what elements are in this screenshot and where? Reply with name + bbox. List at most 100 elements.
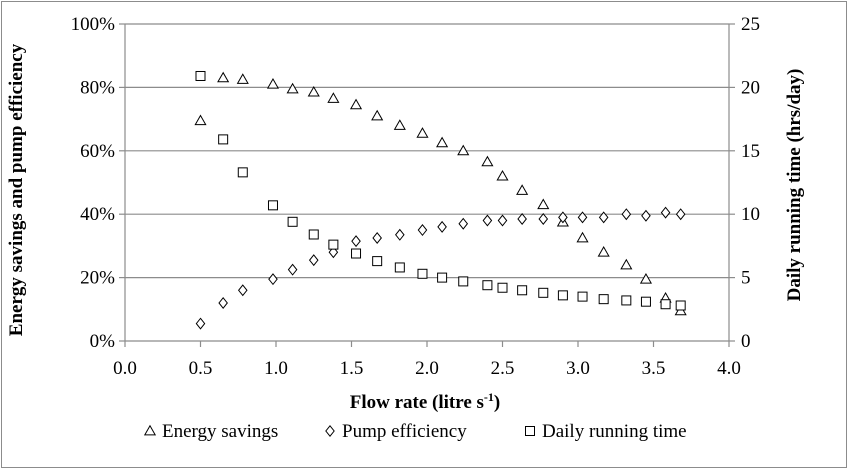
pump-efficiency-point bbox=[497, 214, 508, 227]
pump-efficiency-point bbox=[538, 212, 549, 225]
pump-efficiency-point bbox=[351, 235, 361, 248]
pump-efficiency-point bbox=[372, 231, 382, 244]
daily-running-time-point bbox=[482, 280, 493, 291]
energy-savings-point bbox=[349, 98, 363, 110]
daily-running-time-point bbox=[577, 291, 588, 302]
energy-savings-point bbox=[576, 231, 589, 243]
energy-savings-point bbox=[597, 246, 610, 257]
energy-savings-point bbox=[194, 114, 207, 126]
y-left-tick-label: 60% bbox=[80, 141, 115, 162]
y-right-tick-label: 20 bbox=[741, 77, 760, 98]
x-tick-label: 3.5 bbox=[642, 358, 666, 379]
x-tick-label: 2.5 bbox=[491, 358, 515, 379]
daily-running-time-point bbox=[308, 229, 319, 240]
energy-savings-point bbox=[496, 169, 509, 181]
x-axis-title-end: ) bbox=[494, 392, 500, 413]
daily-running-time-point bbox=[517, 285, 528, 296]
axes bbox=[119, 23, 735, 347]
pump-efficiency-point bbox=[417, 224, 428, 237]
pump-efficiency-point bbox=[218, 296, 228, 309]
legend-item: Daily running time bbox=[525, 421, 687, 442]
pump-efficiency-point bbox=[621, 208, 632, 221]
daily-running-time-point bbox=[458, 276, 469, 287]
legend-label: Pump efficiency bbox=[342, 421, 467, 442]
daily-running-time-point bbox=[351, 248, 362, 259]
y-right-tick-label: 10 bbox=[741, 204, 760, 225]
energy-savings-point bbox=[620, 258, 633, 270]
daily-running-time-point bbox=[287, 216, 298, 227]
x-axis-title-main: Flow rate (litre s bbox=[350, 392, 484, 413]
daily-running-time-point bbox=[557, 290, 568, 301]
pump-efficiency-point bbox=[641, 209, 651, 222]
energy-savings-point bbox=[327, 92, 340, 103]
energy-savings-point bbox=[217, 71, 230, 83]
y-right-tick-label: 15 bbox=[741, 141, 760, 162]
legend-item: Energy savings bbox=[143, 421, 278, 442]
legend-item: Pump efficiency bbox=[325, 421, 467, 442]
daily-running-time-point bbox=[497, 282, 508, 293]
pump-efficiency-point bbox=[458, 217, 469, 230]
y-right-tick-label: 5 bbox=[741, 268, 751, 289]
legend-energy-savings-marker bbox=[143, 424, 157, 436]
y-left-tick-label: 40% bbox=[80, 204, 115, 225]
tick-labels: 0% 20% 40% 60% 80% 100% 0 5 10 15 20 25 0.0 0.5 1.0 1.5… bbox=[71, 14, 760, 379]
x-tick-label: 3.0 bbox=[566, 358, 590, 379]
daily-running-time-point bbox=[640, 296, 651, 307]
pump-efficiency-point bbox=[517, 212, 527, 225]
energy-savings-point bbox=[266, 78, 280, 89]
pump-efficiency-point bbox=[577, 211, 588, 224]
y-right-tick-label: 0 bbox=[741, 331, 751, 352]
y-left-tick-label: 20% bbox=[80, 268, 115, 289]
x-tick-label: 0.5 bbox=[189, 358, 213, 379]
grid-lines bbox=[125, 23, 729, 279]
legend-label: Energy savings bbox=[162, 421, 278, 442]
pump-efficiency-point bbox=[482, 214, 493, 227]
daily-running-time-point bbox=[538, 287, 549, 298]
y-axis-left-title: Energy savings and pump efficiency bbox=[6, 43, 27, 336]
pump-efficiency-point bbox=[237, 284, 248, 297]
daily-running-time-point bbox=[267, 200, 278, 211]
daily-running-time-point bbox=[675, 300, 686, 311]
x-tick-label: 1.5 bbox=[340, 358, 364, 379]
legend: Energy savings Pump efficiency Daily runni… bbox=[143, 421, 687, 442]
energy-savings-point bbox=[307, 85, 320, 97]
x-axis-title: Flow rate (litre s-1) bbox=[350, 390, 501, 413]
daily-running-time-point bbox=[328, 239, 339, 250]
energy-savings-point bbox=[416, 127, 429, 138]
pump-efficiency-point bbox=[660, 206, 671, 219]
pump-efficiency-point bbox=[195, 317, 206, 330]
x-tick-label: 0.0 bbox=[113, 358, 137, 379]
daily-running-time-point bbox=[437, 272, 448, 283]
energy-savings-point bbox=[537, 198, 550, 210]
pump-efficiency-point bbox=[268, 273, 278, 286]
legend-pump-efficiency-marker bbox=[325, 424, 335, 438]
y-left-tick-label: 0% bbox=[90, 331, 116, 352]
pump-efficiency-point bbox=[287, 263, 298, 276]
y-left-tick-label: 100% bbox=[71, 14, 116, 35]
x-tick-label: 4.0 bbox=[717, 358, 741, 379]
x-axis-title-superscript: -1 bbox=[484, 390, 494, 404]
legend-daily-running-time-marker bbox=[525, 426, 535, 436]
x-tick-label: 1.0 bbox=[264, 358, 288, 379]
daily-running-time-point bbox=[417, 268, 428, 279]
energy-savings-point bbox=[639, 272, 653, 284]
energy-savings-point bbox=[236, 73, 249, 84]
y-axis-right-title: Daily running time (hrs/day) bbox=[784, 69, 805, 302]
pump-efficiency-point bbox=[558, 211, 568, 224]
daily-running-time-point bbox=[195, 70, 206, 81]
pump-efficiency-point bbox=[675, 208, 686, 221]
legend-label: Daily running time bbox=[542, 421, 687, 442]
energy-savings-point bbox=[436, 136, 449, 148]
daily-running-time-point bbox=[394, 262, 405, 273]
data-marks bbox=[194, 70, 687, 330]
pump-efficiency-point bbox=[308, 254, 319, 267]
x-tick-label: 2.0 bbox=[415, 358, 439, 379]
y-left-tick-label: 80% bbox=[80, 77, 115, 98]
daily-running-time-point bbox=[237, 167, 248, 178]
daily-running-time-point bbox=[372, 256, 383, 267]
energy-savings-point bbox=[516, 184, 529, 195]
y-right-tick-label: 25 bbox=[741, 14, 760, 35]
pump-efficiency-point bbox=[328, 246, 339, 259]
